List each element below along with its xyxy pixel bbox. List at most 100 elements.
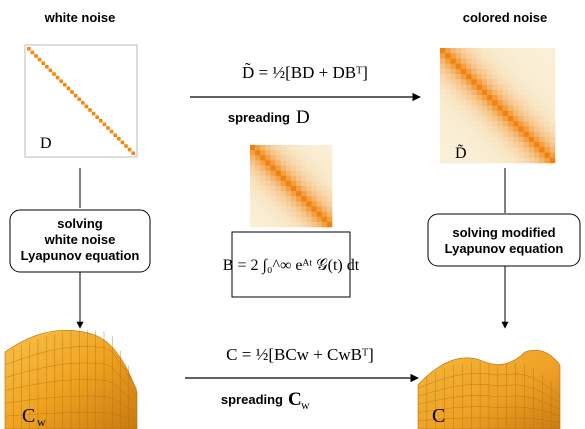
- cell: [518, 132, 524, 138]
- cell: [296, 181, 301, 186]
- cell: [477, 100, 483, 106]
- cell: [250, 201, 255, 206]
- cell: [445, 142, 451, 148]
- cell: [508, 58, 514, 64]
- cell: [317, 217, 322, 222]
- cell: [482, 53, 488, 59]
- cell: [322, 201, 327, 206]
- cell: [477, 106, 483, 112]
- cell: [265, 212, 270, 217]
- cell: [503, 132, 509, 138]
- cell: [471, 106, 477, 112]
- cell: [281, 207, 286, 212]
- cell: [271, 181, 276, 186]
- cell: [466, 137, 472, 143]
- cell: [482, 90, 488, 96]
- cell: [482, 121, 488, 127]
- cell: [513, 126, 519, 132]
- cell: [524, 79, 530, 85]
- cell: [498, 158, 504, 164]
- cell: [296, 201, 301, 206]
- cell: [440, 64, 446, 70]
- cell: [312, 160, 317, 165]
- cell: [529, 90, 535, 96]
- cell: [306, 186, 311, 191]
- cell: [482, 126, 488, 132]
- cell: [487, 111, 493, 117]
- cell: [117, 137, 121, 141]
- cell: [59, 79, 63, 83]
- cell: [466, 121, 472, 127]
- cell: [513, 85, 519, 91]
- cell: [498, 69, 504, 75]
- cell: [301, 222, 306, 227]
- cell: [255, 212, 260, 217]
- cell: [518, 121, 524, 127]
- cell: [487, 137, 493, 143]
- cell: [56, 76, 60, 80]
- cell: [524, 58, 530, 64]
- cell: [440, 106, 446, 112]
- cell: [276, 207, 281, 212]
- cell: [291, 191, 296, 196]
- cell: [276, 212, 281, 217]
- cell: [450, 137, 456, 143]
- cell: [450, 126, 456, 132]
- cell: [296, 166, 301, 171]
- cell: [461, 126, 467, 132]
- cell: [260, 222, 265, 227]
- cell: [327, 145, 332, 150]
- cell: [255, 171, 260, 176]
- cell: [508, 111, 514, 117]
- cell: [492, 137, 498, 143]
- cell: [539, 142, 545, 148]
- cell: [124, 144, 128, 148]
- cell: [322, 155, 327, 160]
- cell: [255, 217, 260, 222]
- cell: [508, 90, 514, 96]
- cell: [498, 64, 504, 70]
- cell: [312, 207, 317, 212]
- cell: [492, 106, 498, 112]
- cell: [312, 176, 317, 181]
- cell: [534, 126, 540, 132]
- cell: [445, 100, 451, 106]
- cell: [466, 69, 472, 75]
- cell: [317, 191, 322, 196]
- cell: [296, 176, 301, 181]
- cell: [471, 147, 477, 153]
- cell: [265, 150, 270, 155]
- cell: [322, 171, 327, 176]
- cell: [461, 48, 467, 54]
- cell: [498, 85, 504, 91]
- cell: [322, 166, 327, 171]
- cell: [524, 53, 530, 59]
- cell: [539, 90, 545, 96]
- cell: [291, 176, 296, 181]
- cell: [513, 100, 519, 106]
- cell: [317, 176, 322, 181]
- cell: [503, 69, 509, 75]
- cell: [317, 166, 322, 171]
- cell: [471, 79, 477, 85]
- cell: [518, 158, 524, 164]
- cell: [276, 176, 281, 181]
- matrix-label: D̃: [455, 144, 467, 162]
- cell: [492, 53, 498, 59]
- cell: [327, 196, 332, 201]
- cell: [539, 74, 545, 80]
- cell: [518, 147, 524, 153]
- cell: [492, 79, 498, 85]
- cell: [255, 155, 260, 160]
- cell: [461, 53, 467, 59]
- cell: [471, 142, 477, 148]
- cell: [445, 116, 451, 122]
- cell: [482, 106, 488, 112]
- cell: [534, 74, 540, 80]
- cell: [492, 142, 498, 148]
- cell: [503, 126, 509, 132]
- cell: [498, 132, 504, 138]
- cell: [524, 158, 530, 164]
- cell: [456, 111, 462, 117]
- right-title: colored noise: [463, 10, 548, 25]
